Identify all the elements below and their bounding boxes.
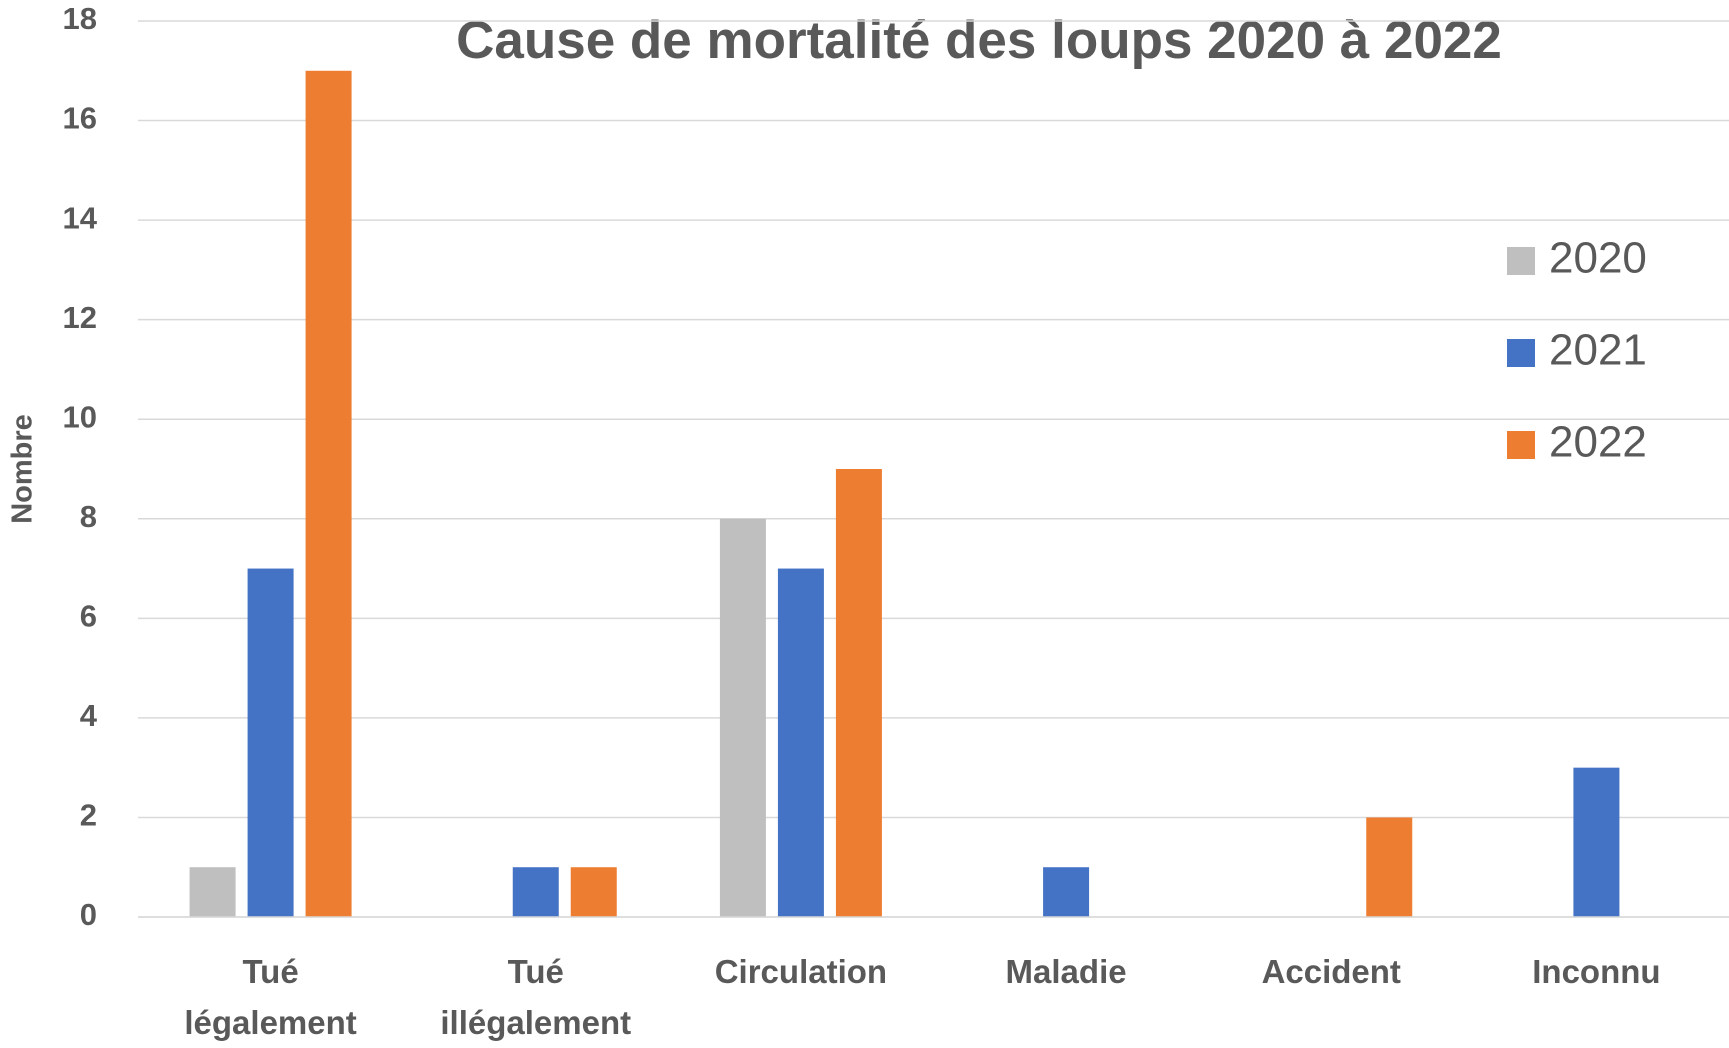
bar bbox=[247, 568, 294, 917]
y-tick-label: 8 bbox=[80, 499, 97, 534]
bar bbox=[1043, 867, 1090, 917]
bar bbox=[570, 867, 617, 917]
x-tick-label: Tué légalement bbox=[184, 953, 357, 1041]
y-tick-label: 6 bbox=[80, 599, 97, 634]
bar bbox=[512, 867, 559, 917]
x-tick-label: Inconnu bbox=[1532, 953, 1661, 990]
legend-swatch bbox=[1507, 247, 1535, 275]
legend-swatch bbox=[1507, 431, 1535, 459]
y-tick-label: 14 bbox=[63, 200, 98, 235]
x-tick-label: Circulation bbox=[714, 953, 888, 990]
bar bbox=[189, 867, 236, 917]
chart-title: Cause de mortalité des loups 2020 à 2022 bbox=[456, 11, 1502, 70]
bar bbox=[777, 568, 824, 917]
legend-label: 2022 bbox=[1549, 418, 1647, 467]
y-tick-label: 2 bbox=[80, 798, 97, 833]
y-tick-label: 0 bbox=[80, 897, 97, 932]
x-tick-label: Accident bbox=[1261, 953, 1401, 990]
x-tick-label: Maladie bbox=[1005, 953, 1127, 990]
bar bbox=[835, 469, 882, 917]
y-tick-label: 10 bbox=[63, 399, 97, 434]
legend-label: 2020 bbox=[1549, 234, 1647, 283]
y-tick-label: 18 bbox=[63, 1, 97, 36]
legend-swatch bbox=[1507, 339, 1535, 367]
y-tick-label: 12 bbox=[63, 300, 97, 335]
y-tick-label: 16 bbox=[63, 101, 97, 136]
bar bbox=[1366, 817, 1413, 917]
legend-label: 2021 bbox=[1549, 326, 1647, 375]
bar bbox=[719, 518, 766, 917]
y-axis-label: Nombre bbox=[7, 414, 39, 524]
bar bbox=[1573, 767, 1620, 917]
x-tick-label: Tué illégalement bbox=[440, 953, 632, 1041]
y-tick-label: 4 bbox=[80, 698, 98, 733]
bar bbox=[305, 70, 352, 918]
